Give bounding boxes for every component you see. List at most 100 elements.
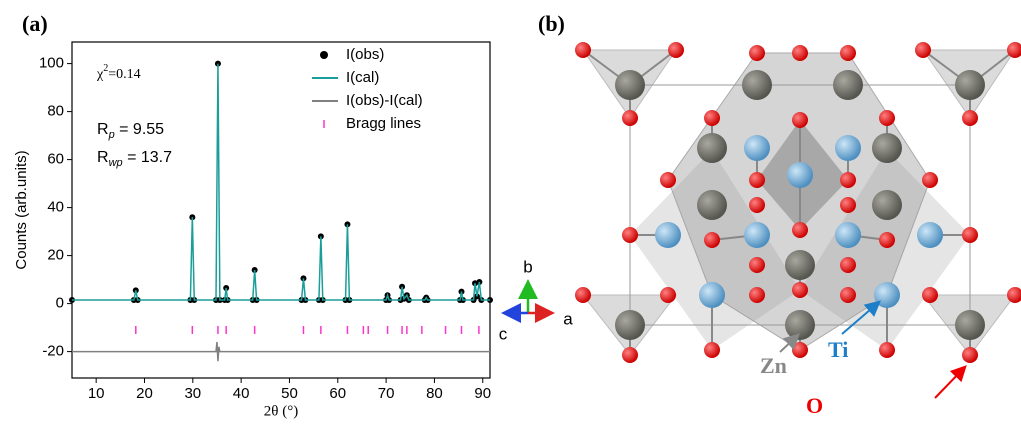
x-tick-label: 10 (88, 385, 105, 402)
zn-atom (785, 310, 815, 340)
o-atom (749, 257, 765, 273)
zn-atom (872, 133, 902, 163)
o-atom (962, 347, 978, 363)
ti-atom (744, 222, 770, 248)
o-atom (922, 172, 938, 188)
o-atom (792, 112, 808, 128)
axis-label: a (563, 309, 573, 328)
zn-atom (833, 70, 863, 100)
o-atom (704, 232, 720, 248)
o-atom (668, 42, 684, 58)
o-atom (840, 197, 856, 213)
zn-atom (785, 250, 815, 280)
o-atom (879, 232, 895, 248)
ti-atom (835, 135, 861, 161)
o-atom (622, 110, 638, 126)
o-atom (792, 45, 808, 61)
series-line (72, 341, 490, 362)
o-atom (792, 222, 808, 238)
annotation: χ2=0.14 (96, 63, 141, 82)
axes-triad: b a c (499, 257, 574, 343)
zn-atom (742, 70, 772, 100)
o-atom (660, 172, 676, 188)
plot-frame (71, 41, 491, 379)
y-axis-label: Counts (arb.units) (13, 150, 30, 269)
series-line (72, 63, 490, 301)
annotation: Rwp = 13.7 (97, 149, 172, 169)
ti-atom (744, 135, 770, 161)
zn-atom (615, 310, 645, 340)
x-tick-label: 40 (233, 385, 250, 402)
ti-atom (835, 222, 861, 248)
o-atom (749, 45, 765, 61)
y-tick-label: 60 (47, 151, 64, 168)
o-atom (840, 257, 856, 273)
o-atom (792, 282, 808, 298)
annotation-sub: wp (109, 157, 123, 169)
x-axis-label: 2θ (°) (264, 403, 298, 419)
zn-atom (615, 70, 645, 100)
x-tick-label: 20 (136, 385, 153, 402)
axis-label: b (523, 257, 532, 276)
annotation-part: =0.14 (108, 67, 140, 82)
annotation-part: χ (96, 67, 104, 82)
ti-atom (787, 162, 813, 188)
o-atom (704, 342, 720, 358)
x-tick-label: 70 (378, 385, 395, 402)
o-atom (1007, 42, 1021, 58)
zn-atom (697, 133, 727, 163)
annotation-part: R (97, 121, 109, 138)
y-tick-label: 40 (47, 199, 64, 216)
y-tick-label: 0 (56, 295, 64, 312)
o-atom (922, 287, 938, 303)
legend-label: I(cal) (346, 69, 379, 86)
o-atom (1007, 287, 1021, 303)
o-atom (962, 110, 978, 126)
o-atom (622, 227, 638, 243)
x-tick-label: 80 (426, 385, 443, 402)
o-atom (622, 347, 638, 363)
o-atom (575, 287, 591, 303)
o-atom (879, 342, 895, 358)
y-tick-label: 20 (47, 247, 64, 264)
panel-label: (b) (538, 11, 565, 36)
o-atom (660, 287, 676, 303)
crystal-structure: Zn Ti O (575, 42, 1021, 418)
ti-atom (655, 222, 681, 248)
zn-atom (955, 310, 985, 340)
o-atom (704, 110, 720, 126)
o-atom (792, 342, 808, 358)
panel-label: (a) (22, 11, 48, 36)
x-tick-label: 50 (281, 385, 298, 402)
o-atom (915, 42, 931, 58)
y-tick-label: 80 (47, 103, 64, 120)
o-atom (840, 172, 856, 188)
x-tick-label: 90 (474, 385, 491, 402)
o-atom (840, 287, 856, 303)
legend-symbol (320, 51, 328, 59)
legend-label: I(obs) (346, 46, 384, 63)
annotation-sup: 2 (103, 63, 108, 74)
annotation-part: = 9.55 (115, 121, 164, 138)
zn-atom (872, 190, 902, 220)
atom-label: Ti (828, 337, 848, 362)
o-atom (575, 42, 591, 58)
o-atom (840, 45, 856, 61)
plot-area: 10 20 30 40 50 60 70 80 90 -20 0 20 40 60 80 100 2θ (°) C… (13, 41, 493, 419)
zn-atom (697, 190, 727, 220)
ti-atom (699, 282, 725, 308)
x-tick-label: 60 (329, 385, 346, 402)
zn-atom (955, 70, 985, 100)
o-atom (962, 227, 978, 243)
annotation-part: R (97, 149, 109, 166)
annotation: Rp = 9.55 (97, 121, 164, 141)
y-tick-label: -20 (42, 343, 64, 360)
ti-atom (917, 222, 943, 248)
atom-label: O (806, 393, 823, 418)
atom-label: Zn (760, 353, 787, 378)
x-tick-label: 30 (184, 385, 201, 402)
annotation-part: = 13.7 (123, 149, 172, 166)
o-atom (749, 287, 765, 303)
o-atom (879, 110, 895, 126)
